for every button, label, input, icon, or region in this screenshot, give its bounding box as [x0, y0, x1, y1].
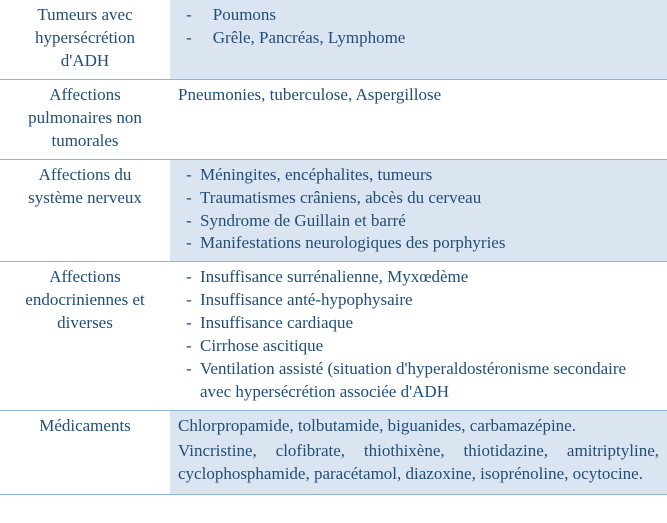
table-row: Affections pulmonaires non tumorales Pne… — [0, 79, 667, 159]
content-cell: Poumons Grêle, Pancréas, Lymphome — [170, 0, 667, 79]
item-list: Poumons Grêle, Pancréas, Lymphome — [178, 4, 659, 50]
category-cell: Affections endocriniennes et diverses — [0, 262, 170, 411]
table-row: Tumeurs avec hypersécrétion d'ADH Poumon… — [0, 0, 667, 79]
content-cell: Pneumonies, tuberculose, Aspergillose — [170, 79, 667, 159]
category-line: pulmonaires non — [28, 108, 142, 127]
content-cell: Chlorpropamide, tolbutamide, biguanides,… — [170, 411, 667, 495]
table-row: Médicaments Chlorpropamide, tolbutamide,… — [0, 411, 667, 495]
list-item: Ventilation assisté (situation d'hyperal… — [200, 358, 659, 404]
content-text: Pneumonies, tuberculose, Aspergillose — [178, 84, 659, 107]
category-line: hypersécrétion — [35, 28, 135, 47]
category-cell: Tumeurs avec hypersécrétion d'ADH — [0, 0, 170, 79]
category-line: Affections du — [39, 165, 132, 184]
category-line: Affections — [49, 267, 120, 286]
content-cell: Insuffisance surrénalienne, Myxœdème Ins… — [170, 262, 667, 411]
category-line: Affections — [49, 85, 120, 104]
category-line: endocriniennes et — [25, 290, 144, 309]
table-row: Affections endocriniennes et diverses In… — [0, 262, 667, 411]
category-cell: Médicaments — [0, 411, 170, 495]
table-row: Affections du système nerveux Méningites… — [0, 159, 667, 262]
list-item: Cirrhose ascitique — [200, 335, 659, 358]
item-list: Méningites, encéphalites, tumeurs Trauma… — [178, 164, 659, 256]
category-line: diverses — [57, 313, 113, 332]
category-cell: Affections du système nerveux — [0, 159, 170, 262]
list-item: Insuffisance surrénalienne, Myxœdème — [200, 266, 659, 289]
list-item: Insuffisance cardiaque — [200, 312, 659, 335]
category-line: système nerveux — [28, 188, 142, 207]
list-item: Insuffisance anté-hypophysaire — [200, 289, 659, 312]
list-item: Manifestations neurologiques des porphyr… — [200, 232, 659, 255]
medical-table: Tumeurs avec hypersécrétion d'ADH Poumon… — [0, 0, 667, 495]
list-item: Traumatismes crâniens, abcès du cerveau — [200, 187, 659, 210]
category-line: Médicaments — [39, 416, 131, 435]
list-item: Méningites, encéphalites, tumeurs — [200, 164, 659, 187]
content-cell: Méningites, encéphalites, tumeurs Trauma… — [170, 159, 667, 262]
category-line: d'ADH — [61, 51, 109, 70]
category-line: Tumeurs avec — [37, 5, 132, 24]
list-item: Syndrome de Guillain et barré — [200, 210, 659, 233]
category-line: tumorales — [51, 131, 118, 150]
list-item: Poumons — [200, 4, 659, 27]
category-cell: Affections pulmonaires non tumorales — [0, 79, 170, 159]
content-paragraph: Vincristine, clofibrate, thiothixène, th… — [178, 440, 659, 486]
item-list: Insuffisance surrénalienne, Myxœdème Ins… — [178, 266, 659, 404]
content-paragraph: Chlorpropamide, tolbutamide, biguanides,… — [178, 415, 659, 438]
list-item: Grêle, Pancréas, Lymphome — [200, 27, 659, 50]
